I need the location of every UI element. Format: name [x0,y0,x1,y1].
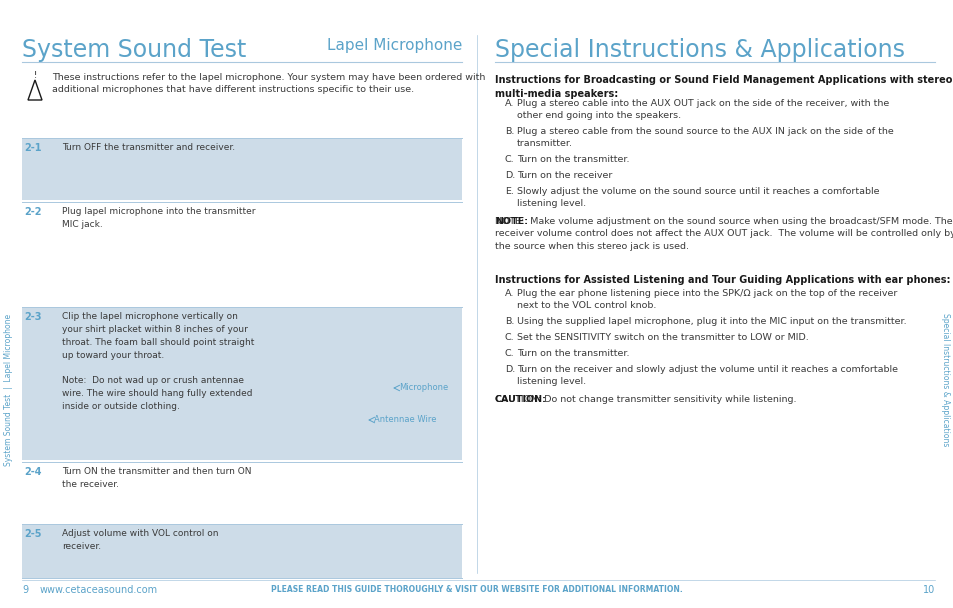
Text: Instructions for Assisted Listening and Tour Guiding Applications with ear phone: Instructions for Assisted Listening and … [495,275,949,285]
Text: Antennae Wire: Antennae Wire [374,415,436,424]
Text: Adjust volume with VOL control on
receiver.: Adjust volume with VOL control on receiv… [62,529,218,551]
Text: Turn OFF the transmitter and receiver.: Turn OFF the transmitter and receiver. [62,143,234,152]
Text: Plug lapel microphone into the transmitter
MIC jack.: Plug lapel microphone into the transmitt… [62,207,255,229]
Text: Clip the lapel microphone vertically on
your shirt placket within 8 inches of yo: Clip the lapel microphone vertically on … [62,312,254,411]
Text: Turn ON the transmitter and then turn ON
the receiver.: Turn ON the transmitter and then turn ON… [62,467,252,489]
Text: Turn on the transmitter.: Turn on the transmitter. [517,155,629,164]
Text: Turn on the receiver and slowly adjust the volume until it reaches a comfortable: Turn on the receiver and slowly adjust t… [517,365,897,387]
Text: Turn on the transmitter.: Turn on the transmitter. [517,349,629,358]
Text: Special Instructions & Applications: Special Instructions & Applications [495,38,904,62]
Text: Plug the ear phone listening piece into the SPK/Ω jack on the top of the receive: Plug the ear phone listening piece into … [517,289,897,311]
Text: CAUTION: Do not change transmitter sensitivity while listening.: CAUTION: Do not change transmitter sensi… [495,395,796,404]
Text: D.: D. [504,171,515,180]
Text: D.: D. [504,365,515,374]
Text: Turn on the receiver: Turn on the receiver [517,171,612,180]
Text: E.: E. [504,187,514,196]
Text: Set the SENSITIVITY switch on the transmitter to LOW or MID.: Set the SENSITIVITY switch on the transm… [517,333,808,342]
Bar [22,138,461,200]
Text: Lapel Microphone: Lapel Microphone [326,38,461,53]
Text: A.: A. [504,99,514,108]
Text: Slowly adjust the volume on the sound source until it reaches a comfortable
list: Slowly adjust the volume on the sound so… [517,187,879,209]
Text: www.cetaceasound.com: www.cetaceasound.com [40,585,158,595]
Text: 2-1: 2-1 [24,143,42,153]
Text: Microphone: Microphone [398,384,448,393]
Text: Special Instructions & Applications: Special Instructions & Applications [941,313,949,447]
Text: C.: C. [504,349,514,358]
Text: Plug a stereo cable from the sound source to the AUX IN jack on the side of the
: Plug a stereo cable from the sound sourc… [517,127,893,148]
Text: 10: 10 [922,585,934,595]
Text: System Sound Test  |  Lapel Microphone: System Sound Test | Lapel Microphone [5,314,13,466]
Bar [22,524,461,578]
Text: Using the supplied lapel microphone, plug it into the MIC input on the transmitt: Using the supplied lapel microphone, plu… [517,317,905,326]
Text: B.: B. [504,127,514,136]
Text: 2-2: 2-2 [24,207,42,217]
Text: NOTE:  Make volume adjustment on the sound source when using the broadcast/SFM m: NOTE: Make volume adjustment on the soun… [495,217,953,251]
Text: Instructions for Broadcasting or Sound Field Management Applications with stereo: Instructions for Broadcasting or Sound F… [495,75,951,99]
Bar [22,307,461,460]
Text: These instructions refer to the lapel microphone. Your system may have been orde: These instructions refer to the lapel mi… [52,73,485,94]
Text: 2-3: 2-3 [24,312,42,322]
Text: 9: 9 [22,585,28,595]
Text: NOTE:: NOTE: [495,217,527,226]
Text: PLEASE READ THIS GUIDE THOROUGHLY & VISIT OUR WEBSITE FOR ADDITIONAL INFORMATION: PLEASE READ THIS GUIDE THOROUGHLY & VISI… [271,586,682,595]
Text: 2-4: 2-4 [24,467,42,477]
Text: CAUTION:: CAUTION: [495,395,546,404]
Text: C.: C. [504,333,514,342]
Text: System Sound Test: System Sound Test [22,38,246,62]
Text: Plug a stereo cable into the AUX OUT jack on the side of the receiver, with the
: Plug a stereo cable into the AUX OUT jac… [517,99,888,120]
Text: C.: C. [504,155,514,164]
Text: B.: B. [504,317,514,326]
Text: !: ! [33,71,36,80]
Text: A.: A. [504,289,514,298]
Text: 2-5: 2-5 [24,529,42,539]
